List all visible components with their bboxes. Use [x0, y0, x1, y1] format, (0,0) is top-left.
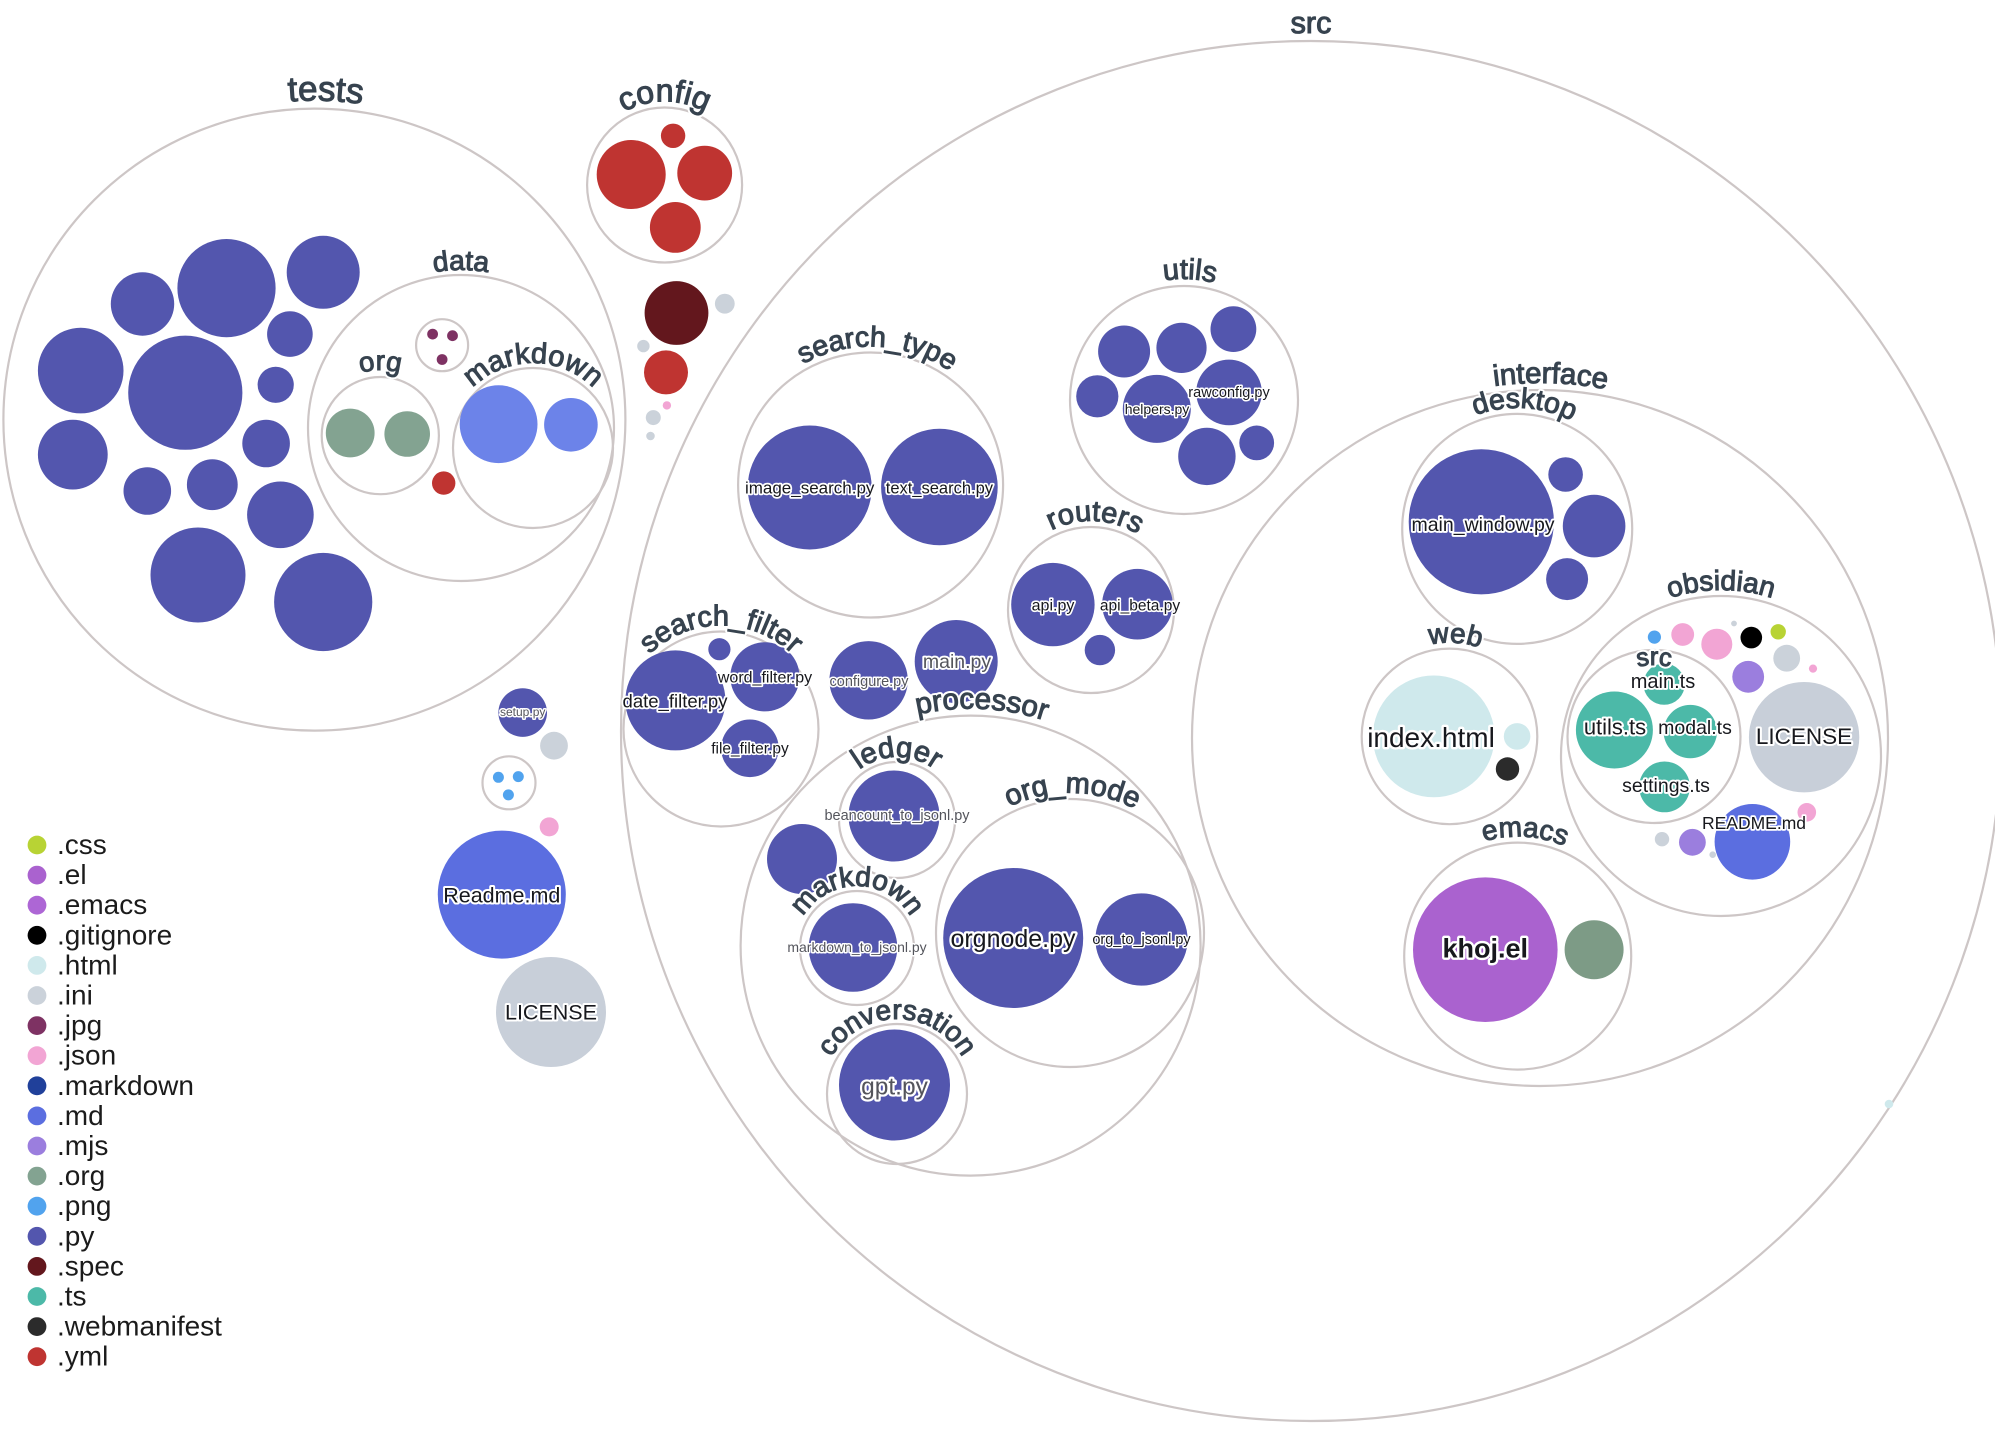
svg-text:.el: .el [57, 859, 87, 890]
svg-text:data: data [431, 245, 492, 278]
svg-text:markdown_to_jsonl.py: markdown_to_jsonl.py [787, 939, 926, 955]
svg-text:.spec: .spec [57, 1250, 124, 1281]
svg-text:src: src [1290, 6, 1332, 40]
svg-text:.py: .py [57, 1220, 94, 1251]
svg-text:api.py: api.py [1032, 598, 1075, 615]
svg-text:tests: tests [286, 69, 366, 112]
svg-text:setup.py: setup.py [500, 705, 545, 719]
svg-text:.json: .json [57, 1040, 116, 1071]
svg-text:api_beta.py: api_beta.py [1100, 597, 1180, 614]
svg-text:modal.ts: modal.ts [1658, 717, 1732, 739]
svg-text:utils: utils [1161, 254, 1220, 290]
svg-text:main.py: main.py [923, 651, 992, 673]
svg-text:.ts: .ts [57, 1281, 87, 1312]
svg-text:README.md: README.md [1702, 813, 1806, 833]
svg-text:.jpg: .jpg [57, 1010, 102, 1041]
svg-text:utils: utils [1161, 254, 1220, 290]
svg-text:.org: .org [57, 1160, 105, 1191]
svg-text:gpt.py: gpt.py [861, 1074, 928, 1101]
svg-text:org: org [356, 345, 405, 378]
svg-text:src: src [1634, 643, 1673, 673]
svg-text:orgnode.py: orgnode.py [950, 925, 1076, 953]
svg-text:settings.ts: settings.ts [1622, 775, 1710, 797]
svg-text:utils.ts: utils.ts [1584, 715, 1646, 740]
svg-text:index.html: index.html [1367, 722, 1495, 753]
svg-text:.markdown: .markdown [57, 1070, 194, 1101]
svg-text:LICENSE: LICENSE [1756, 724, 1852, 749]
svg-text:rawconfig.py: rawconfig.py [1188, 385, 1270, 401]
svg-text:.emacs: .emacs [57, 889, 147, 920]
svg-text:.png: .png [57, 1190, 112, 1221]
svg-text:main.ts: main.ts [1631, 671, 1695, 693]
svg-text:.mjs: .mjs [57, 1130, 108, 1161]
svg-text:beancount_to_jsonl.py: beancount_to_jsonl.py [824, 808, 970, 824]
svg-text:.html: .html [57, 949, 118, 980]
svg-text:.webmanifest: .webmanifest [57, 1311, 222, 1342]
svg-text:src: src [1290, 6, 1332, 40]
svg-text:text_search.py: text_search.py [886, 479, 994, 497]
svg-text:org: org [356, 345, 405, 378]
svg-text:main_window.py: main_window.py [1411, 514, 1554, 536]
svg-text:org_to_jsonl.py: org_to_jsonl.py [1092, 932, 1191, 948]
svg-text:file_filter.py: file_filter.py [711, 740, 789, 757]
svg-text:data: data [431, 245, 492, 278]
svg-text:.md: .md [57, 1100, 104, 1131]
svg-text:image_search.py: image_search.py [745, 478, 875, 497]
svg-text:Readme.md: Readme.md [443, 884, 560, 908]
svg-text:web: web [1426, 617, 1487, 653]
svg-text:interface: interface [1491, 357, 1611, 396]
svg-text:word_filter.py: word_filter.py [717, 670, 812, 687]
svg-text:helpers.py: helpers.py [1125, 401, 1190, 417]
svg-text:khoj.el: khoj.el [1443, 934, 1529, 964]
svg-text:configure.py: configure.py [830, 674, 910, 690]
svg-text:.css: .css [57, 829, 107, 860]
svg-text:.gitignore: .gitignore [57, 919, 172, 950]
svg-text:.yml: .yml [57, 1341, 108, 1372]
svg-text:src: src [1634, 643, 1673, 673]
svg-text:.ini: .ini [57, 980, 93, 1011]
svg-text:date_filter.py: date_filter.py [623, 691, 729, 713]
svg-text:LICENSE: LICENSE [505, 1001, 597, 1025]
